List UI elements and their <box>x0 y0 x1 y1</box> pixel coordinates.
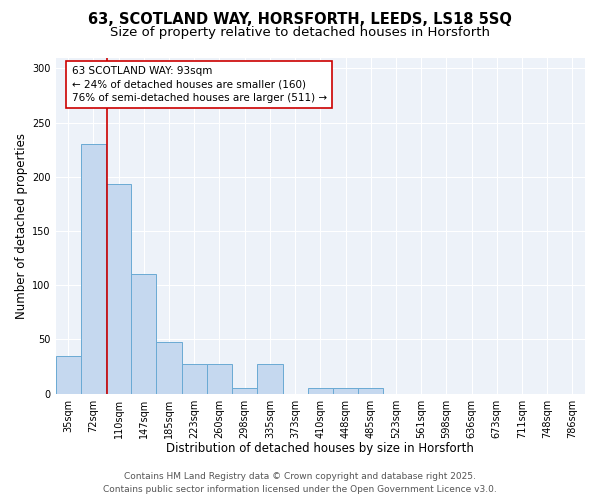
Bar <box>358 388 383 394</box>
Bar <box>333 388 358 394</box>
Text: Contains HM Land Registry data © Crown copyright and database right 2025.
Contai: Contains HM Land Registry data © Crown c… <box>103 472 497 494</box>
Text: Size of property relative to detached houses in Horsforth: Size of property relative to detached ho… <box>110 26 490 39</box>
Bar <box>207 364 232 394</box>
Text: 63, SCOTLAND WAY, HORSFORTH, LEEDS, LS18 5SQ: 63, SCOTLAND WAY, HORSFORTH, LEEDS, LS18… <box>88 12 512 28</box>
Bar <box>232 388 257 394</box>
Bar <box>131 274 157 394</box>
X-axis label: Distribution of detached houses by size in Horsforth: Distribution of detached houses by size … <box>166 442 474 455</box>
Bar <box>81 144 106 394</box>
Bar <box>257 364 283 394</box>
Bar <box>182 364 207 394</box>
Bar <box>106 184 131 394</box>
Bar <box>157 342 182 394</box>
Text: 63 SCOTLAND WAY: 93sqm
← 24% of detached houses are smaller (160)
76% of semi-de: 63 SCOTLAND WAY: 93sqm ← 24% of detached… <box>71 66 327 102</box>
Y-axis label: Number of detached properties: Number of detached properties <box>15 132 28 318</box>
Bar <box>308 388 333 394</box>
Bar <box>56 356 81 394</box>
